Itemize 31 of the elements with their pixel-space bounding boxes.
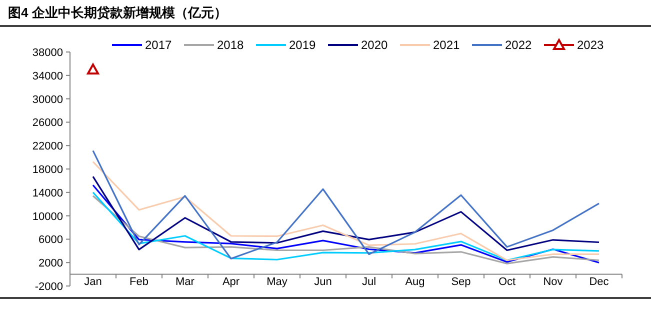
legend-label: 2017 xyxy=(145,38,172,52)
legend-label: 2019 xyxy=(289,38,316,52)
x-tick-label: Jul xyxy=(362,276,376,288)
x-tick-label: Apr xyxy=(222,276,240,288)
legend-label: 2022 xyxy=(505,38,532,52)
x-tick-label: Oct xyxy=(498,276,516,288)
x-tick-label: May xyxy=(266,276,288,288)
y-tick-label: 2000 xyxy=(38,258,63,270)
x-tick-label: Jan xyxy=(84,276,102,288)
x-tick-label: Jun xyxy=(314,276,332,288)
y-tick-label: -2000 xyxy=(34,281,63,293)
y-tick-label: 38000 xyxy=(32,47,63,59)
y-tick-label: 14000 xyxy=(32,187,63,200)
x-tick-label: Sep xyxy=(451,276,471,288)
legend-label: 2021 xyxy=(433,38,460,52)
y-tick-label: 34000 xyxy=(32,70,63,82)
x-tick-label: Nov xyxy=(543,276,564,288)
y-tick-label: 26000 xyxy=(32,117,63,130)
y-tick-label: 18000 xyxy=(32,164,63,176)
legend-label: 2020 xyxy=(361,38,388,52)
x-tick-label: Feb xyxy=(130,276,148,288)
legend-label: 2018 xyxy=(217,38,244,52)
y-tick-label: 30000 xyxy=(32,94,63,106)
y-tick-label: 10000 xyxy=(32,210,63,223)
x-tick-label: Aug xyxy=(405,276,425,288)
title: 图4 企业中长期贷款新增规模（亿元） xyxy=(8,5,227,20)
x-tick-label: Dec xyxy=(589,276,610,288)
y-tick-label: 22000 xyxy=(32,140,63,153)
x-tick-label: Mar xyxy=(176,276,195,288)
y-tick-label: 6000 xyxy=(38,234,63,246)
legend-label: 2023 xyxy=(577,38,604,52)
